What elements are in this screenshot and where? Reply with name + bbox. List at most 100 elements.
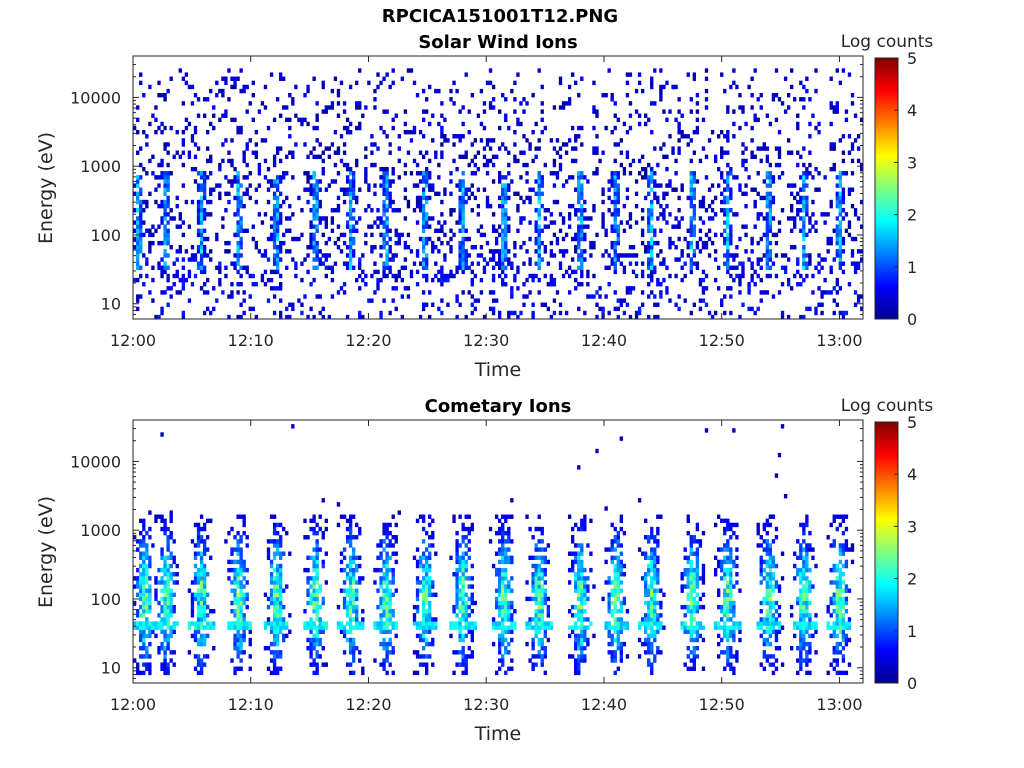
heatmap-cell (230, 658, 234, 663)
heatmap-cell (169, 625, 173, 630)
heatmap-cell (330, 277, 335, 283)
heatmap-cell (516, 191, 520, 197)
heatmap-cell (318, 526, 322, 532)
heatmap-cell (537, 171, 541, 176)
heatmap-cell (628, 72, 633, 77)
heatmap-cell (519, 195, 523, 201)
heatmap-cell (321, 150, 325, 155)
heatmap-cell (647, 228, 651, 233)
heatmap-cell (352, 604, 356, 610)
heatmap-cell (613, 101, 617, 106)
heatmap-cell (209, 609, 213, 614)
heatmap-cell (330, 216, 335, 221)
heatmap-cell (190, 600, 195, 606)
heatmap-cell (233, 613, 237, 618)
heatmap-cell (196, 113, 201, 118)
heatmap-cell (196, 596, 201, 602)
heatmap-cell (838, 208, 843, 213)
heatmap-cell (428, 555, 432, 561)
heatmap-cell (282, 551, 286, 556)
heatmap-cell (361, 670, 365, 676)
heatmap-cell (768, 162, 773, 168)
heatmap-cell (409, 138, 414, 143)
heatmap-cell (172, 609, 176, 614)
heatmap-cell (257, 212, 262, 217)
heatmap-cell (412, 670, 417, 676)
heatmap-cell (637, 72, 642, 77)
heatmap-cell (461, 662, 465, 667)
heatmap-cell (139, 592, 143, 597)
heatmap-cell (501, 617, 505, 622)
heatmap-cell (254, 282, 259, 287)
heatmap-cell (485, 162, 490, 168)
heatmap-cell (245, 187, 249, 192)
heatmap-cell (209, 187, 213, 192)
heatmap-cell (145, 588, 149, 593)
heatmap-cell (318, 621, 322, 626)
heatmap-cell (263, 105, 268, 110)
heatmap-cell (239, 613, 243, 618)
heatmap-cell (385, 567, 389, 573)
x-ticks: 12:00 12:10 12:20 12:30 12:40 12:50 13:00 (110, 56, 863, 350)
heatmap-cell (537, 228, 541, 233)
heatmap-cell (449, 236, 453, 242)
heatmap-cell (425, 572, 429, 577)
heatmap-cell (236, 543, 240, 548)
heatmap-cell (248, 625, 252, 630)
heatmap-cell (653, 146, 657, 151)
heatmap-cell (139, 584, 143, 589)
heatmap-cell (616, 117, 620, 123)
heatmap-cell (324, 625, 328, 630)
heatmap-cell (382, 166, 386, 172)
heatmap-cell (196, 539, 201, 544)
heatmap-cell (796, 150, 800, 155)
heatmap-cell (805, 212, 809, 217)
heatmap-cell (829, 203, 833, 209)
heatmap-cell (418, 654, 423, 659)
heatmap-cell (279, 584, 283, 589)
heatmap-cell (154, 580, 158, 585)
heatmap-cell (835, 282, 839, 287)
heatmap-cell (488, 101, 493, 106)
heatmap-cell (455, 220, 459, 225)
heatmap-cell (382, 563, 386, 569)
heatmap-cell (160, 129, 164, 135)
heatmap-cell (279, 179, 283, 184)
heatmap-cell (540, 662, 544, 667)
heatmap-cell (498, 265, 502, 270)
heatmap-cell (735, 273, 739, 279)
heatmap-cell (148, 670, 152, 676)
heatmap-cell (196, 551, 201, 556)
heatmap-cell (498, 641, 502, 647)
heatmap-cell (835, 302, 839, 307)
heatmap-cell (619, 162, 624, 168)
heatmap-cell (148, 191, 152, 197)
heatmap-cell (139, 146, 143, 151)
heatmap-cell (741, 150, 745, 155)
heatmap-cell (358, 105, 362, 110)
heatmap-cell (376, 146, 380, 151)
heatmap-cell (586, 641, 590, 647)
heatmap-cell (720, 232, 724, 238)
heatmap-cell (513, 191, 517, 197)
heatmap-cell (166, 162, 170, 168)
heatmap-cell (148, 559, 152, 565)
heatmap-cell (467, 629, 471, 634)
heatmap-cell (449, 273, 453, 279)
heatmap-cell (750, 150, 754, 155)
heatmap-cell (239, 551, 243, 556)
heatmap-cell (838, 232, 843, 238)
heatmap-cell (391, 613, 395, 618)
heatmap-cell (461, 563, 465, 569)
heatmap-cell (139, 245, 143, 250)
heatmap-cell (841, 199, 846, 205)
heatmap-cell (348, 129, 353, 135)
heatmap-cell (136, 208, 140, 213)
heatmap-cell (455, 551, 459, 556)
heatmap-cell (479, 290, 484, 295)
heatmap-cell (169, 125, 173, 131)
heatmap-cell (488, 539, 493, 544)
heatmap-cell (385, 522, 389, 528)
heatmap-cell (558, 302, 563, 307)
